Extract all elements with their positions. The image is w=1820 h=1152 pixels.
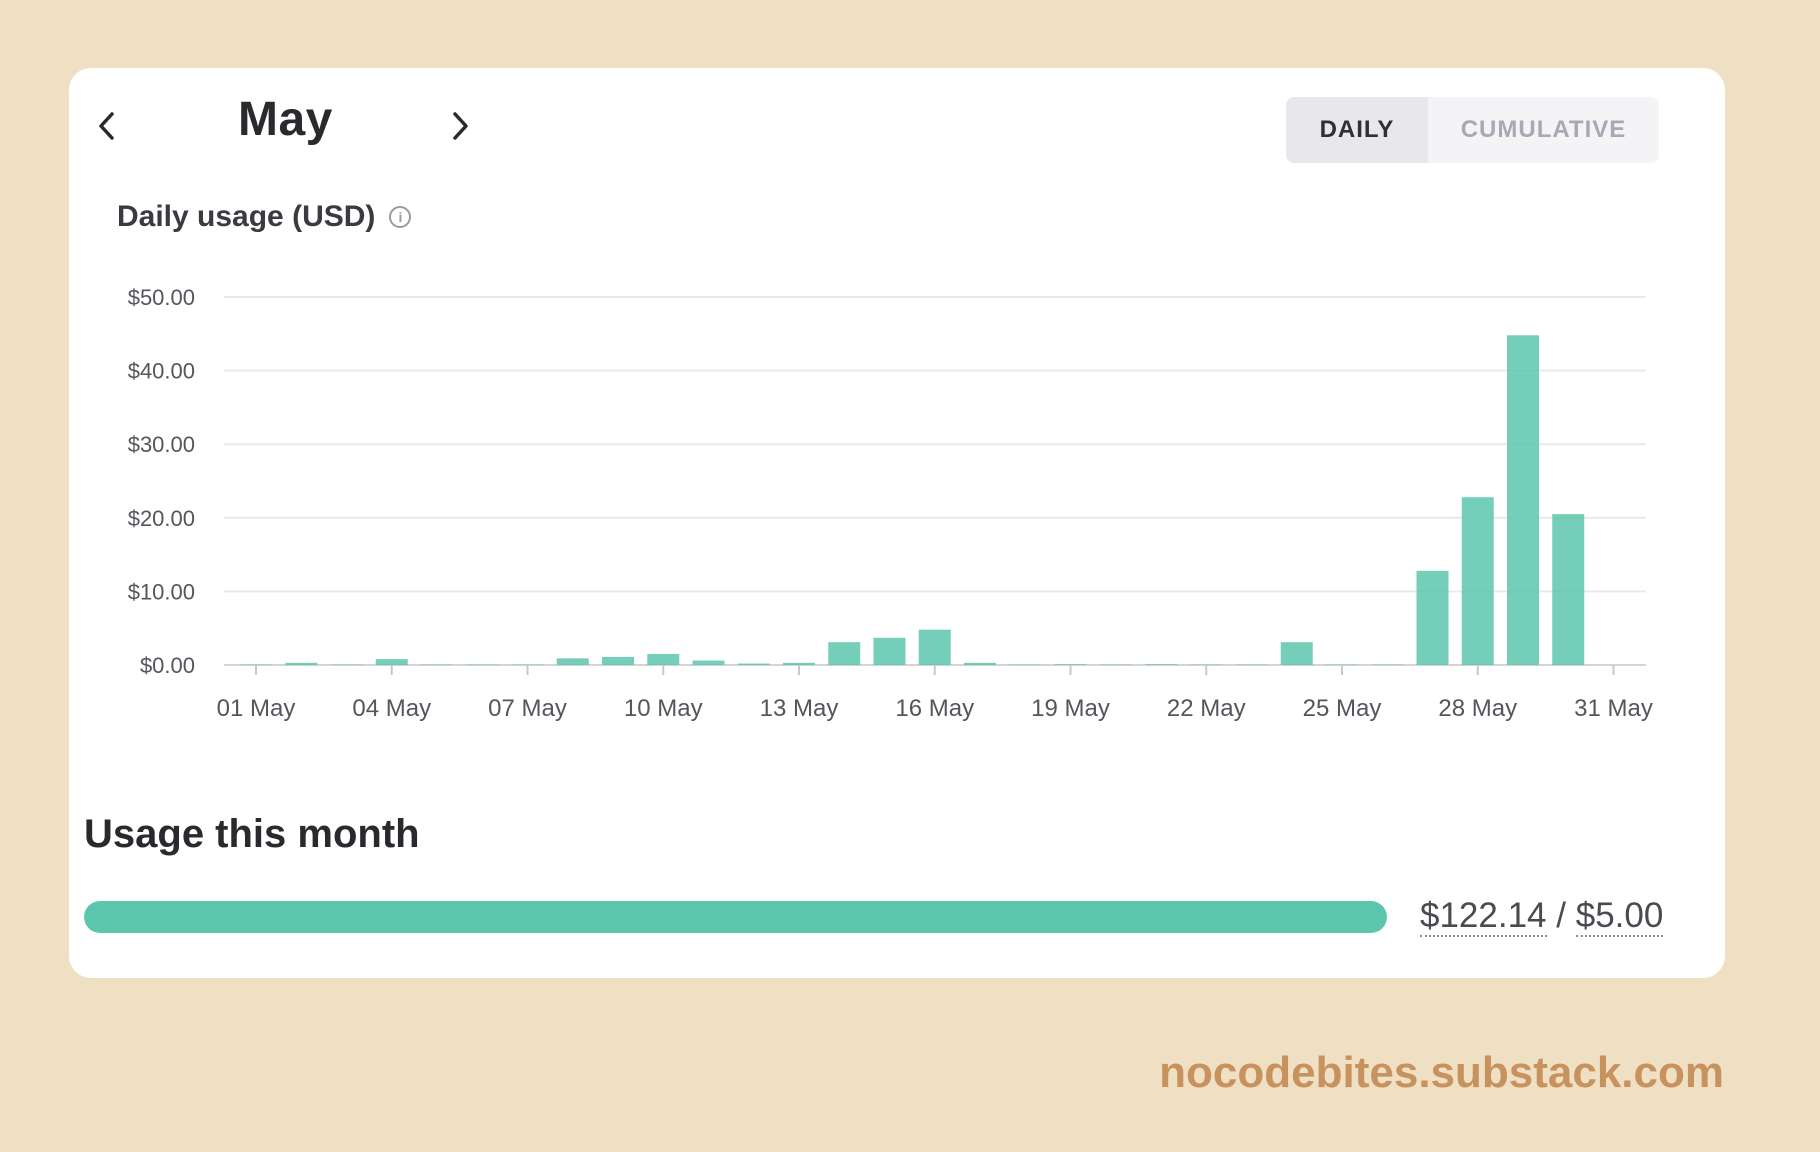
usage-separator: / [1556, 896, 1566, 935]
view-toggle: DAILY CUMULATIVE [1286, 97, 1659, 163]
usage-card [69, 68, 1725, 978]
bar [556, 658, 589, 665]
usage-used-value[interactable]: $122.14 [1420, 896, 1547, 937]
bar [285, 662, 318, 665]
next-month-button[interactable] [438, 104, 482, 148]
x-tick-label: 22 May [1167, 695, 1246, 722]
usage-title: Usage this month [84, 812, 420, 856]
bar [1145, 664, 1177, 665]
chevron-right-icon [453, 112, 468, 140]
chevron-left-icon [99, 112, 114, 140]
y-tick-label: $40.00 [128, 359, 195, 384]
bar [647, 653, 680, 665]
x-tick-label: 31 May [1574, 695, 1653, 722]
usage-progress-fill [84, 901, 1387, 933]
bar [964, 662, 996, 665]
bar [1507, 335, 1539, 665]
x-tick-label: 28 May [1438, 695, 1517, 722]
bar [783, 662, 815, 665]
bar [1461, 497, 1494, 665]
watermark: nocodebites.substack.com [1159, 1048, 1724, 1097]
bar [873, 637, 906, 665]
chart-label: Daily usage (USD) i [117, 200, 412, 234]
bar [918, 629, 951, 665]
usage-progress-bar [84, 901, 1387, 933]
x-tick-label: 10 May [624, 695, 703, 722]
info-icon[interactable]: i [389, 206, 412, 228]
y-tick-label: $20.00 [128, 506, 195, 531]
bar [1416, 570, 1449, 665]
x-tick-label: 13 May [760, 695, 839, 722]
daily-usage-chart: $50.00 $40.00 $30.00 $20.00 $10.00 $0.00 01 Ma… [128, 285, 1653, 722]
bar [1552, 514, 1585, 665]
prev-month-button[interactable] [85, 104, 129, 148]
y-tick-label: $0.00 [140, 653, 195, 678]
x-tick-label: 07 May [488, 695, 567, 722]
bar [692, 660, 725, 665]
daily-toggle-button[interactable]: DAILY [1286, 97, 1428, 163]
bar [1054, 664, 1087, 665]
x-tick-label: 01 May [217, 695, 296, 722]
cumulative-toggle-button[interactable]: CUMULATIVE [1460, 116, 1627, 143]
y-tick-label: $50.00 [128, 285, 195, 310]
x-tick-label: 04 May [352, 695, 431, 722]
month-title: May [238, 93, 333, 146]
bar [1280, 642, 1313, 665]
bar [375, 659, 408, 665]
bar [602, 656, 634, 665]
y-tick-label: $30.00 [128, 432, 195, 457]
usage-limit-value[interactable]: $5.00 [1575, 896, 1664, 937]
bar [737, 663, 770, 665]
x-tick-label: 16 May [895, 695, 974, 722]
y-tick-label: $10.00 [128, 579, 195, 604]
x-tick-label: 19 May [1031, 695, 1110, 722]
bar [828, 642, 861, 665]
usage-amount: $122.14 / $5.00 [1420, 896, 1664, 937]
chart-label-text: Daily usage (USD) [117, 200, 376, 233]
x-tick-label: 25 May [1303, 695, 1382, 722]
